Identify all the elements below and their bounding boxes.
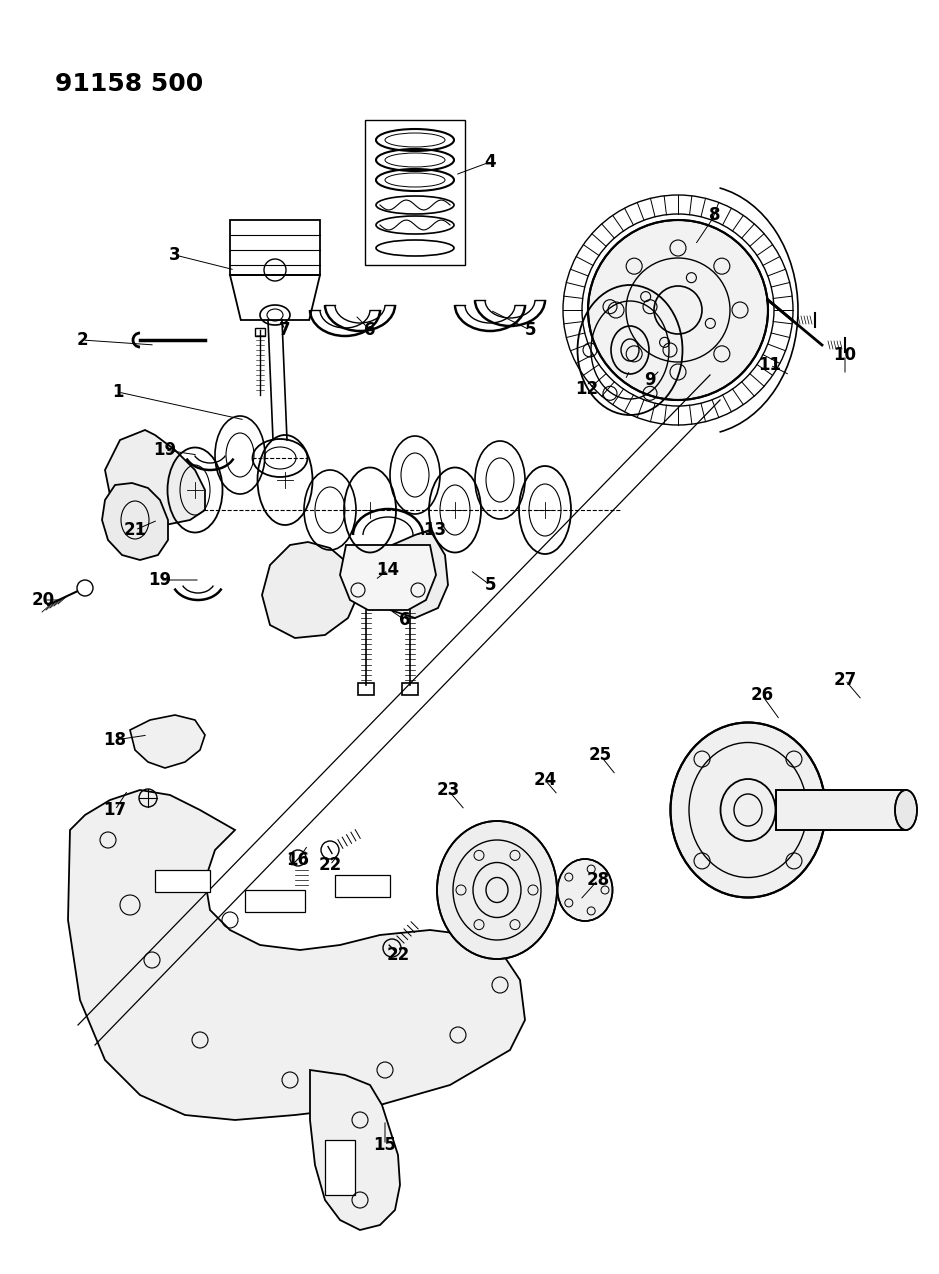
- Text: 7: 7: [279, 321, 291, 339]
- Polygon shape: [262, 541, 358, 638]
- Text: 19: 19: [148, 571, 172, 589]
- Text: 9: 9: [644, 371, 655, 389]
- Text: 13: 13: [423, 521, 447, 539]
- Text: 22: 22: [386, 947, 409, 964]
- Text: 21: 21: [123, 521, 146, 539]
- Text: 6: 6: [364, 321, 376, 339]
- Polygon shape: [130, 715, 205, 768]
- Polygon shape: [68, 790, 525, 1120]
- Bar: [402, 683, 418, 696]
- Bar: [245, 891, 305, 912]
- Text: 8: 8: [709, 206, 721, 224]
- Circle shape: [77, 580, 93, 596]
- Text: 26: 26: [750, 685, 774, 705]
- Polygon shape: [340, 545, 436, 610]
- Text: 4: 4: [485, 153, 496, 171]
- Text: 91158 500: 91158 500: [55, 73, 203, 96]
- Text: 18: 18: [103, 731, 127, 749]
- Text: 11: 11: [759, 355, 781, 375]
- Ellipse shape: [558, 859, 612, 921]
- Text: 5: 5: [524, 321, 536, 339]
- Text: 1: 1: [113, 383, 124, 401]
- Text: 19: 19: [153, 441, 177, 459]
- Polygon shape: [310, 1070, 400, 1229]
- Text: 20: 20: [31, 591, 54, 609]
- Bar: [776, 790, 906, 829]
- Text: 10: 10: [834, 347, 856, 364]
- Bar: [255, 327, 265, 336]
- Bar: [365, 120, 465, 265]
- Ellipse shape: [670, 722, 825, 897]
- Bar: [776, 790, 906, 829]
- Text: 27: 27: [834, 671, 856, 689]
- Text: 15: 15: [374, 1136, 396, 1154]
- Text: 2: 2: [76, 331, 88, 349]
- Circle shape: [588, 220, 768, 400]
- Text: 3: 3: [169, 246, 181, 264]
- Bar: [155, 870, 210, 892]
- Text: 24: 24: [533, 771, 557, 789]
- Text: 5: 5: [485, 576, 496, 594]
- Bar: [325, 1140, 355, 1195]
- Text: 17: 17: [103, 801, 127, 819]
- Text: 6: 6: [399, 612, 410, 629]
- Polygon shape: [102, 483, 168, 561]
- Polygon shape: [105, 431, 205, 525]
- Text: 28: 28: [587, 871, 609, 889]
- Text: 25: 25: [589, 747, 611, 764]
- Text: 23: 23: [437, 781, 459, 799]
- Bar: [230, 220, 320, 275]
- Bar: [335, 875, 390, 897]
- Bar: [358, 683, 374, 696]
- Ellipse shape: [895, 790, 917, 829]
- Text: 22: 22: [318, 856, 342, 874]
- Text: 12: 12: [576, 380, 598, 397]
- Text: 16: 16: [286, 851, 310, 869]
- Text: 14: 14: [377, 561, 400, 578]
- Polygon shape: [375, 530, 448, 618]
- Ellipse shape: [437, 820, 557, 959]
